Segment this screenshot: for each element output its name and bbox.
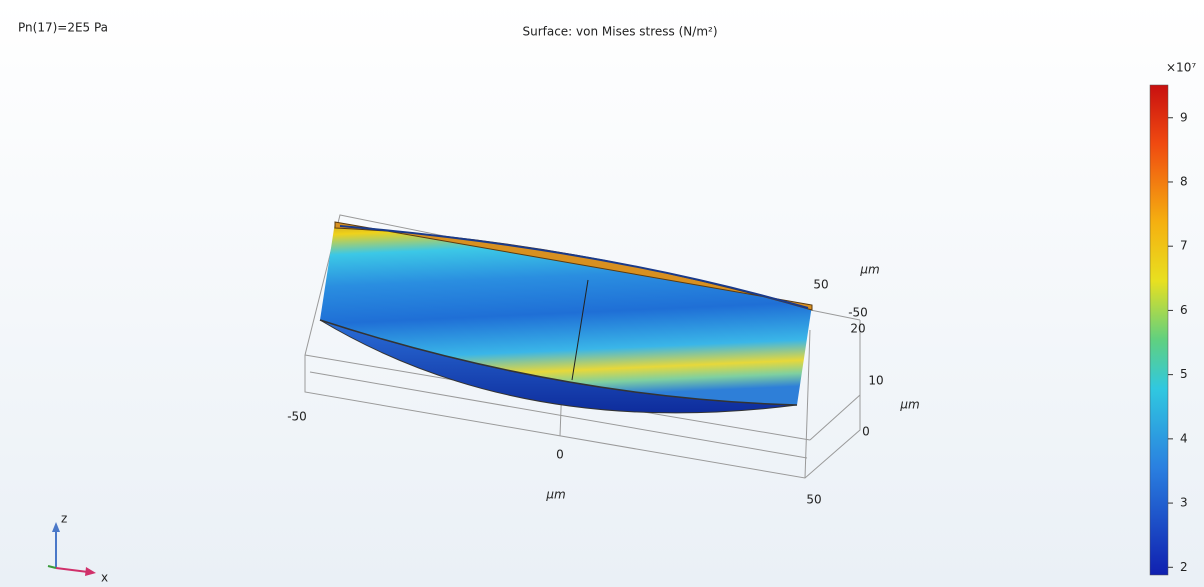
colorbar (1150, 85, 1168, 575)
x-tick-label: 50 (806, 493, 821, 507)
x-axis-unit: μm (545, 488, 565, 502)
z-tick-label: 10 (868, 374, 883, 388)
z-tick-label: 20 (850, 322, 865, 336)
colorbar-multiplier: ×10⁷ (1166, 61, 1196, 75)
colorbar-tick-label: 4 (1180, 431, 1188, 445)
colorbar-tick-label: 7 (1180, 239, 1188, 253)
colorbar-tick-label: 2 (1180, 560, 1188, 574)
y-tick-label: 50 (813, 278, 828, 292)
colorbar-tick-label: 9 (1180, 110, 1188, 124)
parameter-label: Pn(17)=2E5 Pa (18, 21, 108, 35)
plot-title: Surface: von Mises stress (N/m²) (522, 25, 717, 39)
triad-z-label: z (61, 512, 67, 526)
x-tick-label: -50 (287, 410, 307, 424)
colorbar-tick-label: 3 (1180, 496, 1188, 510)
z-axis-unit: μm (899, 398, 919, 412)
triad-x-label: x (101, 571, 108, 585)
colorbar-tick-label: 8 (1180, 174, 1188, 188)
graphics-window: Pn(17)=2E5 Pa Surface: von Mises stress … (0, 0, 1204, 587)
y-tick-label: -50 (848, 306, 868, 320)
y-axis-unit: μm (859, 263, 879, 277)
colorbar-tick-label: 6 (1180, 303, 1188, 317)
z-tick-label: 0 (862, 425, 870, 439)
colorbar-tick-label: 5 (1180, 367, 1188, 381)
page: Pn(17)=2E5 Pa Surface: von Mises stress … (0, 0, 1204, 587)
x-tick-label: 0 (556, 448, 564, 462)
